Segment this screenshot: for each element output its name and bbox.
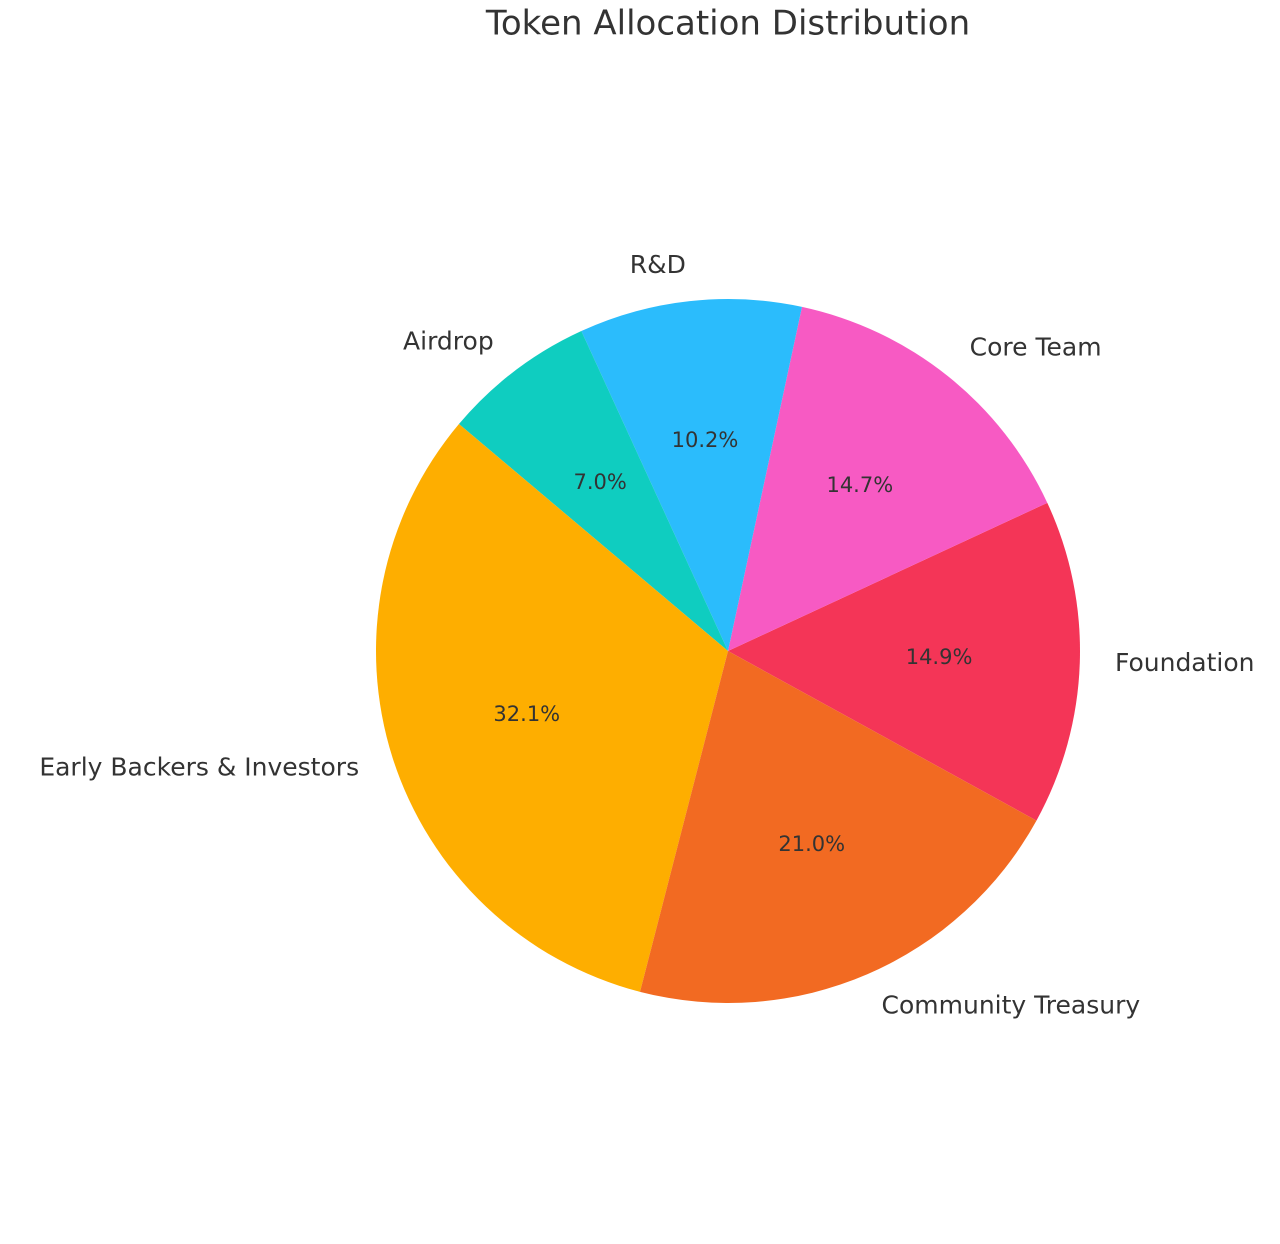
chart-title: Token Allocation Distribution bbox=[485, 4, 970, 44]
pie-slice bbox=[728, 502, 1080, 821]
value-label: 7.0% bbox=[574, 470, 627, 494]
value-label: 14.9% bbox=[906, 645, 973, 669]
value-label: 32.1% bbox=[493, 702, 560, 726]
slice-label: Foundation bbox=[1115, 648, 1255, 677]
value-label: 14.7% bbox=[826, 473, 893, 497]
value-label: 21.0% bbox=[778, 832, 845, 856]
pie-slice bbox=[640, 651, 1037, 1004]
slice-label: R&D bbox=[630, 250, 686, 279]
slice-label: Early Backers & Investors bbox=[39, 753, 359, 782]
pie-slice bbox=[375, 424, 728, 992]
slice-label: Core Team bbox=[970, 332, 1102, 361]
slice-label: Community Treasury bbox=[882, 990, 1141, 1019]
pie-slice bbox=[581, 299, 802, 651]
pie-slice bbox=[458, 331, 728, 651]
slice-label: Airdrop bbox=[403, 327, 494, 356]
pie-slice bbox=[728, 306, 1048, 651]
value-label: 10.2% bbox=[672, 428, 739, 452]
